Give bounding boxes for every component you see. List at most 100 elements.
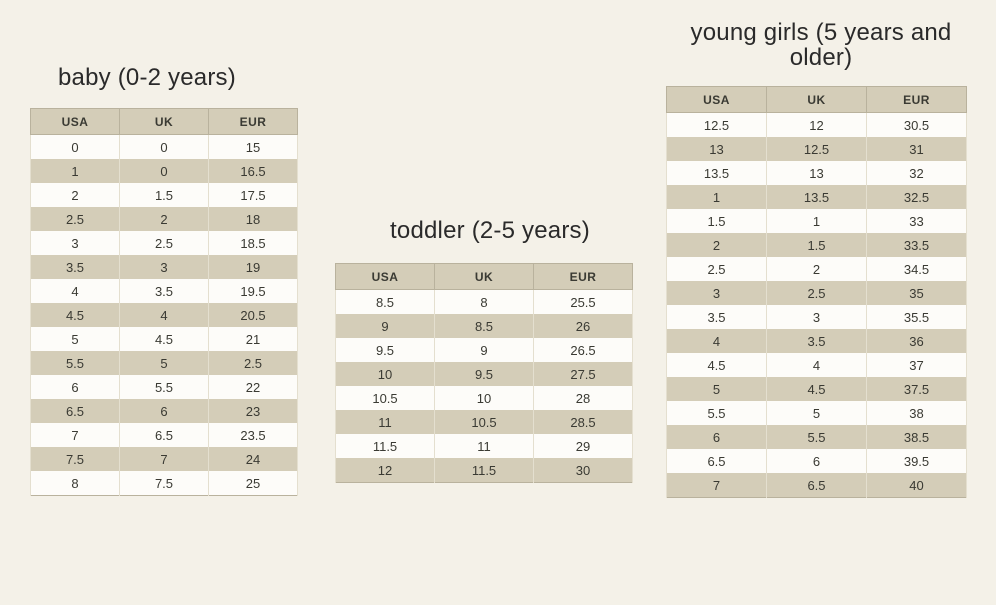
table-cell: 7.5 <box>120 471 209 496</box>
toddler-col-uk: UK <box>435 264 534 290</box>
table-cell: 2 <box>667 233 767 257</box>
table-cell: 4.5 <box>767 377 867 401</box>
table-cell: 2.5 <box>120 231 209 255</box>
table-cell: 3.5 <box>120 279 209 303</box>
table-cell: 0 <box>120 159 209 183</box>
table-row: 32.518.5 <box>31 231 298 255</box>
table-cell: 12 <box>767 113 867 138</box>
table-cell: 12.5 <box>667 113 767 138</box>
table-row: 8.5825.5 <box>336 290 633 315</box>
table-cell: 1.5 <box>667 209 767 233</box>
table-cell: 4.5 <box>31 303 120 327</box>
table-cell: 2.5 <box>209 351 298 375</box>
table-cell: 23.5 <box>209 423 298 447</box>
table-cell: 4 <box>120 303 209 327</box>
table-cell: 9.5 <box>435 362 534 386</box>
table-cell: 27.5 <box>534 362 633 386</box>
table-cell: 11.5 <box>435 458 534 483</box>
table-row: 109.527.5 <box>336 362 633 386</box>
table-cell: 5.5 <box>667 401 767 425</box>
table-cell: 2 <box>767 257 867 281</box>
table-cell: 13 <box>667 137 767 161</box>
table-row: 54.521 <box>31 327 298 351</box>
table-row: 5.552.5 <box>31 351 298 375</box>
girls-table-head: USA UK EUR <box>667 87 967 113</box>
table-cell: 37 <box>867 353 967 377</box>
table-row: 21.533.5 <box>667 233 967 257</box>
table-row: 1.5133 <box>667 209 967 233</box>
table-cell: 32.5 <box>867 185 967 209</box>
toddler-col-eur: EUR <box>534 264 633 290</box>
table-cell: 38.5 <box>867 425 967 449</box>
table-cell: 19.5 <box>209 279 298 303</box>
baby-size-table: USA UK EUR 00151016.521.517.52.521832.51… <box>30 108 298 496</box>
table-cell: 38 <box>867 401 967 425</box>
table-cell: 1 <box>667 185 767 209</box>
table-row: 2.5234.5 <box>667 257 967 281</box>
girls-size-panel: young girls (5 years and older) USA UK E… <box>666 20 976 498</box>
table-cell: 6.5 <box>31 399 120 423</box>
table-cell: 3 <box>667 281 767 305</box>
table-row: 10.51028 <box>336 386 633 410</box>
table-cell: 30.5 <box>867 113 967 138</box>
table-row: 113.532.5 <box>667 185 967 209</box>
table-cell: 33 <box>867 209 967 233</box>
table-cell: 31 <box>867 137 967 161</box>
table-cell: 6.5 <box>120 423 209 447</box>
table-cell: 17.5 <box>209 183 298 207</box>
table-cell: 6.5 <box>767 473 867 498</box>
table-cell: 5 <box>120 351 209 375</box>
girls-col-uk: UK <box>767 87 867 113</box>
table-cell: 0 <box>31 135 120 160</box>
table-cell: 8 <box>31 471 120 496</box>
table-cell: 5.5 <box>31 351 120 375</box>
table-cell: 0 <box>120 135 209 160</box>
table-cell: 19 <box>209 255 298 279</box>
table-row: 43.536 <box>667 329 967 353</box>
toddler-col-usa: USA <box>336 264 435 290</box>
table-row: 54.537.5 <box>667 377 967 401</box>
table-cell: 5.5 <box>767 425 867 449</box>
table-cell: 3.5 <box>31 255 120 279</box>
table-cell: 29 <box>534 434 633 458</box>
table-cell: 7.5 <box>31 447 120 471</box>
table-cell: 4.5 <box>120 327 209 351</box>
table-cell: 3.5 <box>667 305 767 329</box>
table-cell: 20.5 <box>209 303 298 327</box>
table-row: 3.5319 <box>31 255 298 279</box>
girls-size-table: USA UK EUR 12.51230.51312.53113.51332113… <box>666 86 967 498</box>
table-row: 12.51230.5 <box>667 113 967 138</box>
table-row: 43.519.5 <box>31 279 298 303</box>
table-cell: 28.5 <box>534 410 633 434</box>
table-row: 98.526 <box>336 314 633 338</box>
table-cell: 2.5 <box>767 281 867 305</box>
table-cell: 25 <box>209 471 298 496</box>
table-cell: 33.5 <box>867 233 967 257</box>
table-cell: 5 <box>767 401 867 425</box>
table-row: 11.51129 <box>336 434 633 458</box>
table-cell: 8.5 <box>336 290 435 315</box>
table-row: 5.5538 <box>667 401 967 425</box>
table-cell: 6 <box>31 375 120 399</box>
baby-table-head: USA UK EUR <box>31 109 298 135</box>
table-cell: 9 <box>435 338 534 362</box>
table-row: 6.5623 <box>31 399 298 423</box>
table-cell: 4 <box>767 353 867 377</box>
girls-col-usa: USA <box>667 87 767 113</box>
toddler-size-panel: toddler (2-5 years) USA UK EUR 8.5825.59… <box>335 218 645 483</box>
table-cell: 10 <box>435 386 534 410</box>
table-cell: 1 <box>31 159 120 183</box>
baby-col-eur: EUR <box>209 109 298 135</box>
table-row: 2.5218 <box>31 207 298 231</box>
baby-table-body: 00151016.521.517.52.521832.518.53.531943… <box>31 135 298 496</box>
baby-size-panel: baby (0-2 years) USA UK EUR 00151016.521… <box>30 65 320 496</box>
table-cell: 5 <box>667 377 767 401</box>
table-cell: 13.5 <box>767 185 867 209</box>
toddler-size-table: USA UK EUR 8.5825.598.5269.5926.5109.527… <box>335 263 633 483</box>
table-cell: 24 <box>209 447 298 471</box>
table-cell: 11 <box>336 410 435 434</box>
toddler-table-body: 8.5825.598.5269.5926.5109.527.510.510281… <box>336 290 633 483</box>
table-cell: 13.5 <box>667 161 767 185</box>
table-cell: 34.5 <box>867 257 967 281</box>
table-row: 21.517.5 <box>31 183 298 207</box>
